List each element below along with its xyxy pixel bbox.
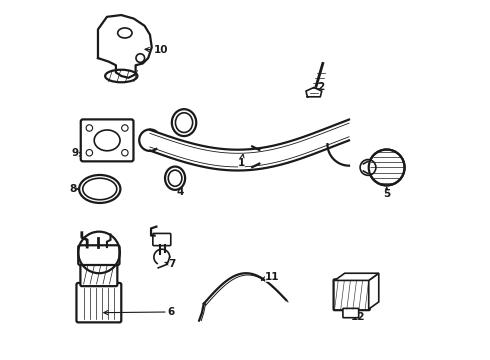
Text: 2: 2 (317, 82, 324, 95)
FancyBboxPatch shape (334, 279, 370, 310)
FancyBboxPatch shape (81, 120, 133, 161)
Ellipse shape (79, 175, 121, 203)
FancyBboxPatch shape (343, 309, 359, 318)
Ellipse shape (172, 109, 196, 136)
Text: 9: 9 (72, 148, 82, 158)
FancyBboxPatch shape (76, 283, 122, 322)
Polygon shape (306, 87, 322, 97)
Circle shape (360, 159, 376, 175)
Text: 4: 4 (175, 184, 184, 197)
FancyBboxPatch shape (153, 233, 171, 246)
FancyBboxPatch shape (80, 262, 117, 286)
Ellipse shape (165, 167, 185, 190)
Text: 10: 10 (145, 45, 168, 55)
FancyBboxPatch shape (78, 245, 120, 265)
Polygon shape (150, 120, 349, 171)
Text: 3: 3 (185, 113, 194, 125)
Circle shape (368, 149, 405, 185)
Text: 7: 7 (165, 259, 175, 269)
Polygon shape (335, 273, 379, 280)
Polygon shape (364, 161, 368, 174)
Text: 12: 12 (351, 310, 365, 322)
Text: 11: 11 (261, 272, 279, 282)
Ellipse shape (105, 70, 137, 82)
Text: 5: 5 (383, 187, 390, 199)
Text: 6: 6 (104, 307, 175, 317)
Text: 8: 8 (69, 184, 79, 194)
Text: 1: 1 (238, 154, 245, 168)
Polygon shape (368, 273, 379, 309)
Polygon shape (98, 15, 152, 78)
